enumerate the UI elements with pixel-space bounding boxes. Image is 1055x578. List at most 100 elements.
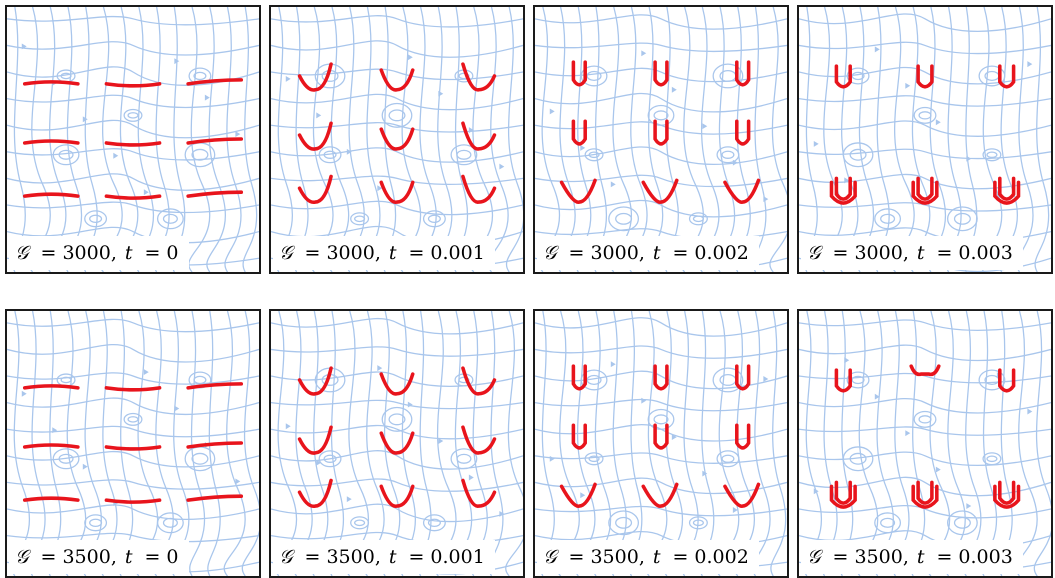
filament: [104, 141, 162, 147]
streamline: [7, 119, 259, 139]
t-value: 0: [166, 242, 179, 264]
vortex-loop: [846, 371, 870, 389]
g-symbol: 𝒢: [807, 546, 821, 568]
g-symbol: 𝒢: [15, 546, 29, 568]
t-symbol: t: [388, 242, 397, 264]
streamline: [980, 7, 1003, 272]
vortex-loop: [323, 150, 337, 159]
comma-separator: ,: [110, 242, 117, 264]
flow-arrow: [763, 376, 769, 382]
streamline-plot: [535, 311, 787, 576]
filament: [379, 127, 415, 151]
filament: [571, 364, 587, 391]
streamline: [556, 311, 580, 576]
streamline-field: [271, 7, 523, 272]
flow-arrow: [763, 196, 769, 203]
comma-separator: ,: [902, 242, 909, 264]
streamline: [7, 66, 259, 86]
vortex-loop: [84, 514, 108, 532]
streamline: [535, 174, 787, 188]
flow-arrow: [235, 478, 241, 485]
filament: [297, 62, 333, 92]
streamline: [171, 311, 190, 576]
vortex-loop: [123, 108, 143, 122]
streamline: [435, 7, 453, 272]
flow-arrow: [235, 131, 241, 138]
streamline: [153, 7, 170, 272]
comma-separator: ,: [638, 242, 645, 264]
panel-caption: 𝒢 = 3500, t = 0: [9, 540, 189, 574]
comma-separator: ,: [638, 546, 645, 568]
filament: [186, 78, 244, 86]
vortex-loop: [381, 102, 413, 128]
flow-arrow: [702, 123, 708, 130]
filament: [22, 384, 80, 390]
filament: [379, 431, 415, 455]
streamline: [188, 7, 211, 272]
flow-arrow: [438, 90, 444, 97]
streamline: [7, 504, 259, 520]
vortex-loop: [721, 150, 735, 159]
streamline: [799, 95, 1051, 107]
vortex-loop: [156, 512, 184, 534]
equals-sign: =: [144, 242, 161, 264]
t-value: 0.001: [430, 242, 485, 264]
filament: [653, 364, 669, 391]
flow-arrow: [204, 94, 210, 101]
flow-arrow: [874, 393, 880, 400]
flow-arrow: [580, 144, 586, 151]
streamline-plot: [535, 7, 787, 272]
filament: [461, 174, 497, 204]
equals-sign: =: [832, 546, 849, 568]
g-value: 3000: [590, 242, 639, 264]
vortex-loop: [89, 518, 103, 527]
vortex-loop: [647, 104, 675, 126]
streamline: [799, 173, 1051, 190]
vortex-loop: [60, 72, 72, 80]
vortex-loop: [918, 111, 932, 120]
streamline: [99, 7, 123, 272]
red-filaments: [559, 60, 761, 204]
filament: [22, 139, 80, 145]
flow-arrow: [1027, 61, 1033, 68]
equals-sign: =: [568, 242, 585, 264]
equals-sign: =: [568, 546, 585, 568]
vortex-loop: [719, 373, 737, 386]
streamline: [874, 311, 894, 576]
g-symbol: 𝒢: [543, 242, 557, 264]
streamline: [83, 7, 98, 272]
filament: [653, 119, 669, 146]
vortex-loop: [450, 448, 478, 470]
filament: [104, 498, 162, 504]
streamline: [469, 7, 494, 272]
red-filaments: [829, 64, 1021, 205]
g-symbol: 𝒢: [543, 546, 557, 568]
comma-separator: ,: [374, 242, 381, 264]
g-value: 3000: [62, 242, 111, 264]
vortex-loop: [350, 516, 370, 530]
flow-arrow: [377, 365, 383, 372]
streamline: [223, 311, 246, 576]
filament: [22, 192, 80, 198]
vortex-loop: [422, 514, 446, 532]
t-symbol: t: [916, 546, 925, 568]
filament: [297, 425, 333, 455]
flow-arrow: [113, 152, 119, 159]
vortex-loop: [953, 516, 971, 529]
streamline: [753, 7, 767, 272]
streamline-panel: 𝒢 = 3500, t = 0: [5, 309, 261, 578]
streamline: [799, 13, 1051, 33]
flow-arrow: [966, 155, 972, 162]
vortex-loop: [918, 415, 932, 424]
streamline: [364, 7, 381, 272]
g-value: 3500: [62, 546, 111, 568]
streamline-field: [799, 311, 1051, 576]
equals-sign: =: [408, 242, 425, 264]
streamline: [363, 311, 385, 576]
flow-arrow: [813, 140, 819, 147]
flow-arrow: [316, 459, 322, 466]
g-value: 3000: [326, 242, 375, 264]
vortex-loop: [354, 519, 366, 527]
filament: [571, 119, 587, 146]
streamline: [839, 311, 854, 576]
